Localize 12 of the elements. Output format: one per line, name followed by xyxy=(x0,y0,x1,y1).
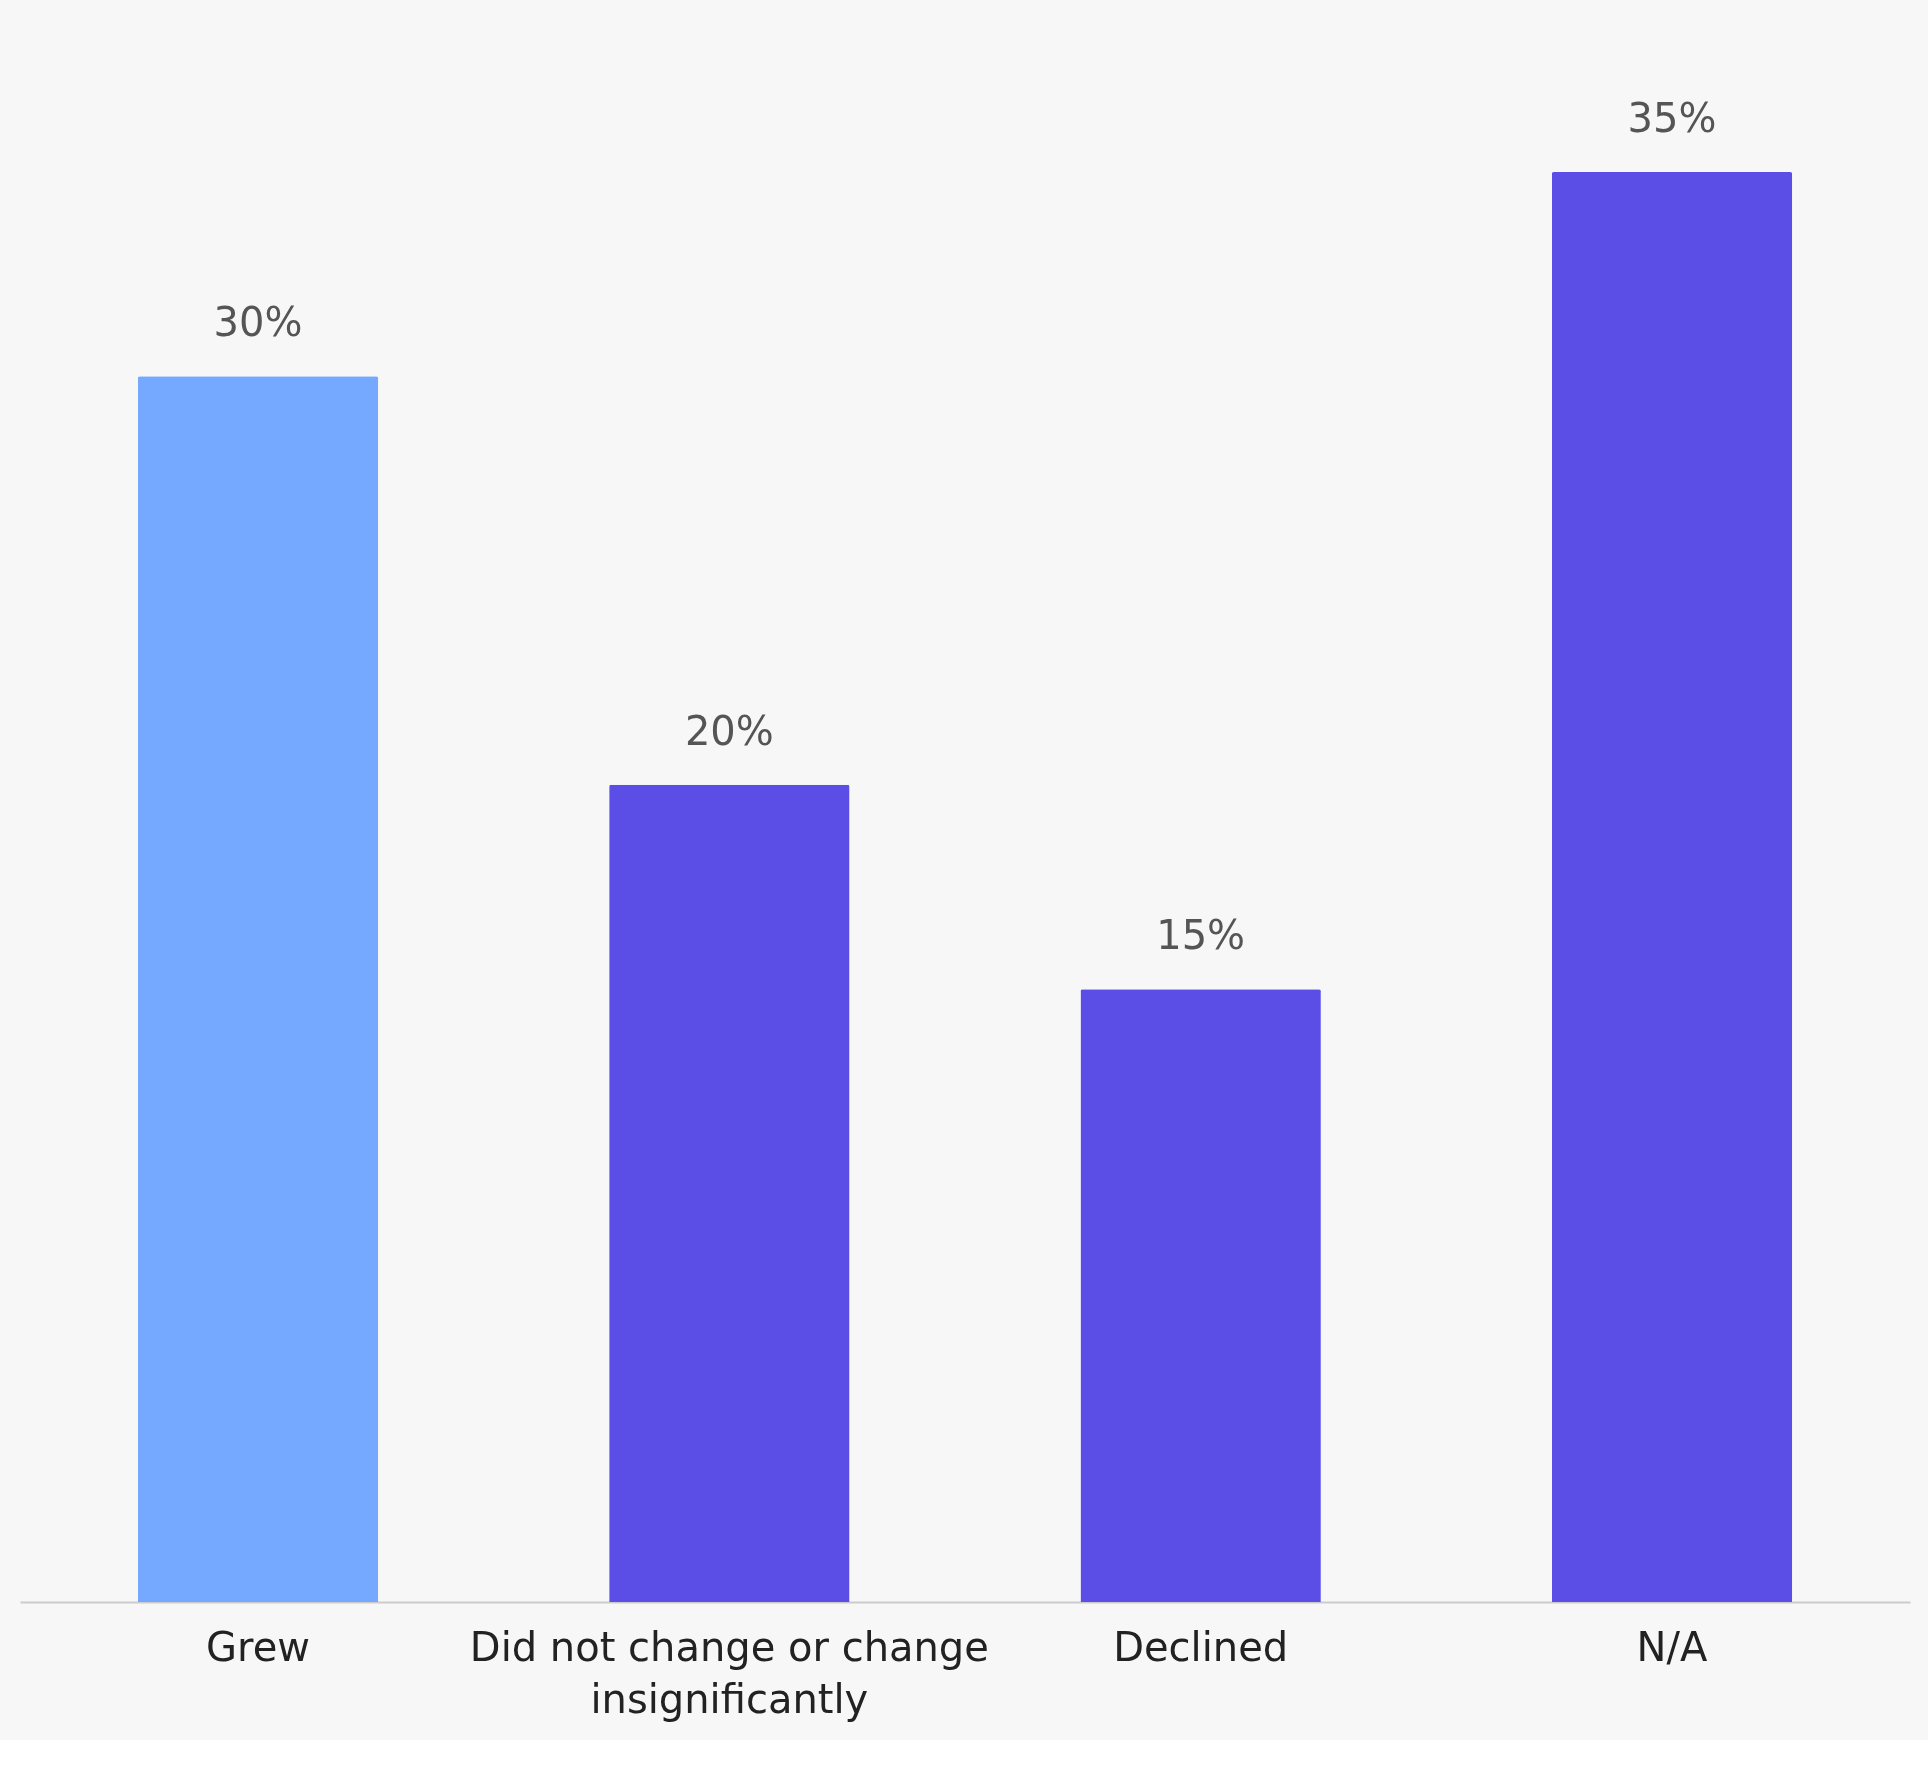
data-label: 35% xyxy=(1627,95,1717,141)
data-label: 30% xyxy=(213,299,303,346)
data-label: 15% xyxy=(1156,912,1246,959)
bar xyxy=(1551,172,1793,1602)
x-tick-label: Did not change or change insignificantly xyxy=(469,1623,989,1722)
data-label: 20% xyxy=(684,707,774,754)
x-tick-label: N/A xyxy=(1636,1623,1708,1670)
x-tick-label: Grew xyxy=(206,1623,310,1670)
bar xyxy=(609,784,850,1602)
bar xyxy=(137,376,379,1602)
x-tick-label: Declined xyxy=(1113,1623,1289,1670)
bar xyxy=(1080,989,1321,1602)
